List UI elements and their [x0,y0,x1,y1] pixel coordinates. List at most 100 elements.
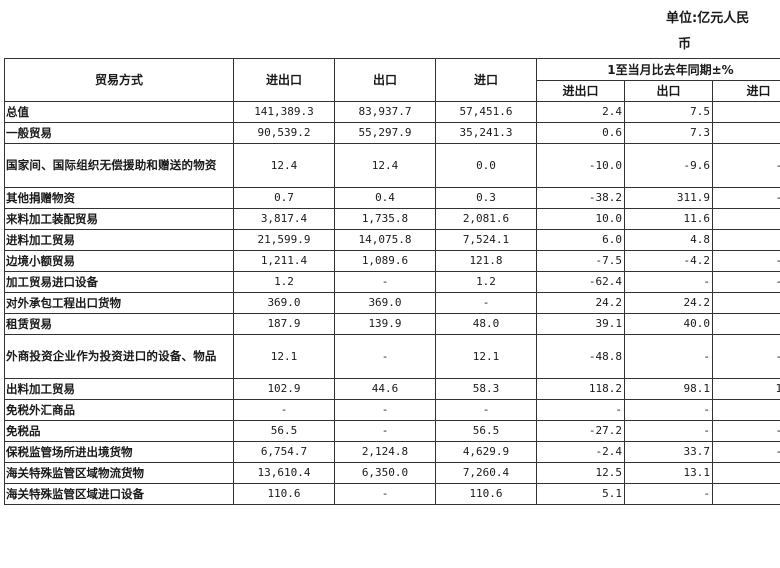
cell-import: 7,524.1 [436,230,537,251]
cell-yoy-total: 6.0 [537,230,625,251]
cell-export: 6,350.0 [335,463,436,484]
row-label: 一般贸易 [5,123,234,144]
cell-yoy-export: 33.7 [625,442,713,463]
cell-yoy-import: 8. [713,230,780,251]
cell-yoy-export: - [625,272,713,293]
cell-total: 369.0 [234,293,335,314]
cell-export: - [335,484,436,505]
row-label: 边境小额贸易 [5,251,234,272]
header-total: 进出口 [234,59,335,102]
cell-yoy-export: 40.0 [625,314,713,335]
cell-total: - [234,400,335,421]
cell-yoy-total: 2.4 [537,102,625,123]
cell-yoy-export: - [625,484,713,505]
row-label: 海关特殊监管区域进口设备 [5,484,234,505]
cell-yoy-total: -38.2 [537,188,625,209]
cell-total: 0.7 [234,188,335,209]
cell-yoy-export: 4.8 [625,230,713,251]
cell-yoy-export: 7.5 [625,102,713,123]
row-label: 进料加工贸易 [5,230,234,251]
cell-yoy-total: 5.1 [537,484,625,505]
row-label: 对外承包工程出口货物 [5,293,234,314]
row-label: 加工贸易进口设备 [5,272,234,293]
cell-export: 1,735.8 [335,209,436,230]
cell-export: 44.6 [335,379,436,400]
cell-total: 187.9 [234,314,335,335]
cell-yoy-total: -7.5 [537,251,625,272]
cell-import: 121.8 [436,251,537,272]
header-yoy-group: 1至当月比去年同期±% [537,59,780,81]
cell-yoy-total: -10.0 [537,144,625,188]
cell-import: 2,081.6 [436,209,537,230]
cell-total: 102.9 [234,379,335,400]
cell-export: 12.4 [335,144,436,188]
cell-yoy-export: 311.9 [625,188,713,209]
cell-yoy-export: -4.2 [625,251,713,272]
row-label: 海关特殊监管区域物流货物 [5,463,234,484]
cell-total: 56.5 [234,421,335,442]
cell-export: - [335,272,436,293]
cell-import: 110.6 [436,484,537,505]
header-trade-mode: 贸易方式 [5,59,234,102]
cell-yoy-import: -62. [713,272,780,293]
cell-yoy-import: 136. [713,379,780,400]
cell-export: 14,075.8 [335,230,436,251]
cell-export: 83,937.7 [335,102,436,123]
cell-yoy-export: - [625,400,713,421]
cell-import: 48.0 [436,314,537,335]
row-label: 总值 [5,102,234,123]
table-row: 国家间、国际组织无偿援助和赠送的物资12.412.40.0-10.0-9.6-6… [5,144,780,188]
cell-yoy-export: 11.6 [625,209,713,230]
cell-yoy-import: 5. [713,484,780,505]
cell-yoy-import [713,400,780,421]
cell-import: 35,241.3 [436,123,537,144]
cell-yoy-import: 8. [713,209,780,230]
header-yoy-import: 进口 [713,81,780,102]
cell-yoy-export: -9.6 [625,144,713,188]
cell-yoy-total: - [537,400,625,421]
cell-total: 12.1 [234,335,335,379]
cell-import: 57,451.6 [436,102,537,123]
cell-yoy-total: 10.0 [537,209,625,230]
cell-yoy-export: 7.3 [625,123,713,144]
cell-total: 12.4 [234,144,335,188]
unit-line-2: 币 [666,32,776,58]
cell-yoy-total: -62.4 [537,272,625,293]
cell-yoy-import: -27. [713,421,780,442]
cell-yoy-import: -48. [713,335,780,379]
row-label: 来料加工装配贸易 [5,209,234,230]
cell-total: 1,211.4 [234,251,335,272]
cell-yoy-export: - [625,421,713,442]
cell-import: 58.3 [436,379,537,400]
row-label: 保税监管场所进出境货物 [5,442,234,463]
cell-total: 21,599.9 [234,230,335,251]
cell-export: - [335,335,436,379]
table-row: 免税外汇商品----- [5,400,780,421]
cell-yoy-total: 12.5 [537,463,625,484]
header-yoy-total: 进出口 [537,81,625,102]
cell-export: - [335,421,436,442]
cell-yoy-total: -48.8 [537,335,625,379]
cell-import: 12.1 [436,335,537,379]
cell-yoy-total: -27.2 [537,421,625,442]
cell-yoy-total: 0.6 [537,123,625,144]
cell-yoy-import: -8. [713,123,780,144]
header-yoy-export: 出口 [625,81,713,102]
cell-total: 13,610.4 [234,463,335,484]
row-label: 其他捐赠物资 [5,188,234,209]
